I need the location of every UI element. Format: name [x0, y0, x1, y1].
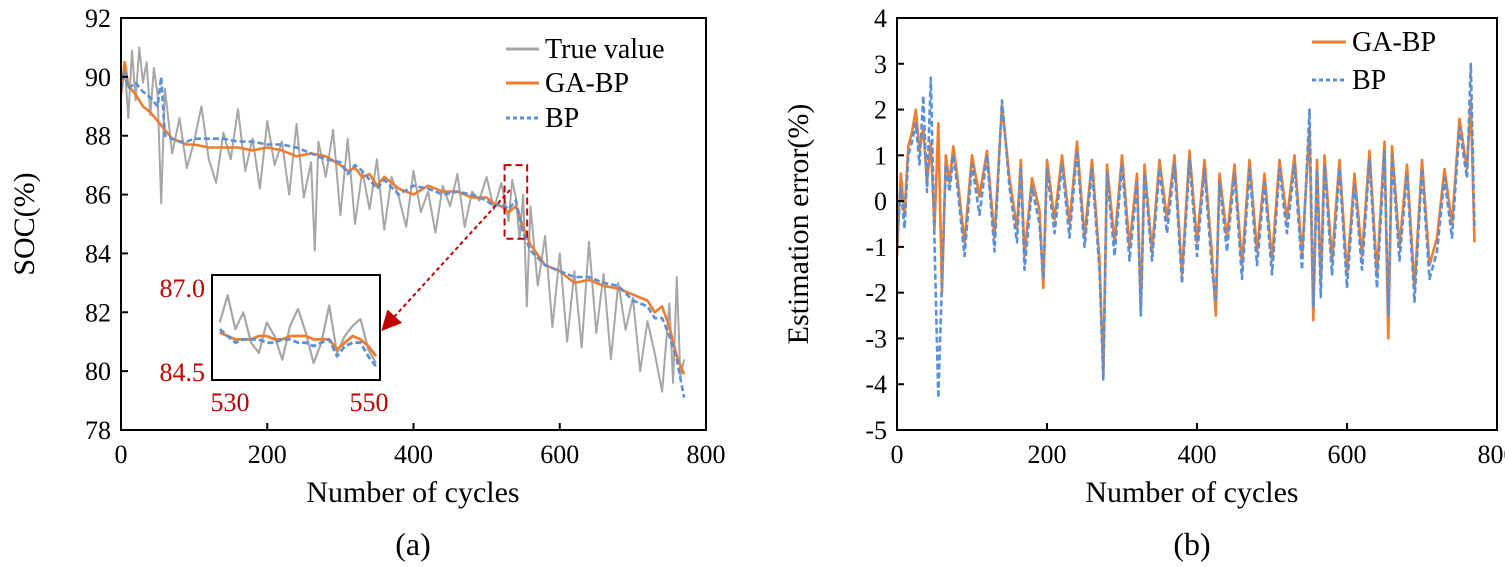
panel-a-y-tick-88: 88 [85, 122, 111, 151]
panel-a-y-tick-92: 92 [85, 4, 111, 33]
panel-b-y-tick-3: 3 [874, 50, 887, 79]
panel-a-y-tick-78: 78 [85, 416, 111, 445]
panel-a-series-bp [121, 69, 686, 398]
panel-b-y-tick-1: 1 [874, 141, 887, 170]
inset-series [218, 294, 378, 368]
panel-a-y-tick-84: 84 [85, 239, 111, 268]
legend-label-ga-bp-b: GA-BP [1352, 27, 1436, 58]
panel-a-zoom-box [503, 164, 529, 240]
panel-b-y-tick--4: -4 [865, 370, 887, 399]
panel-a-x-axis-label: Number of cycles [306, 476, 519, 509]
panel-a-legend: True value GA-BP BP [506, 34, 665, 134]
panel-b-x-tick-800: 800 [1478, 440, 1505, 469]
panel-b-x-tick-0: 0 [891, 440, 904, 469]
inset-y-tick-top: 87.0 [160, 274, 206, 303]
panel-a-x-ticks: 0 200 400 600 800 [115, 423, 726, 469]
panel-a-zoom-arrow [381, 189, 511, 331]
legend-label-ga-bp: GA-BP [545, 68, 629, 99]
panel-b-x-ticks: 0 200 400 600 800 [891, 423, 1505, 469]
panel-a-y-ticks: 78 80 82 84 86 88 90 92 [85, 4, 128, 445]
panel-a-x-tick-600: 600 [540, 440, 579, 469]
inset-x-tick-left: 530 [211, 388, 250, 417]
panel-a-series-ga-bp [121, 60, 686, 375]
panel-a-y-tick-86: 86 [85, 181, 111, 210]
panel-a-y-axis-label: SOC(%) [8, 172, 41, 275]
panel-b-y-tick--5: -5 [865, 416, 887, 445]
panel-a-series-true-value [121, 46, 686, 393]
panel-b-frame [896, 17, 1498, 431]
panel-b-y-tick--3: -3 [865, 324, 887, 353]
panel-b-y-axis-label: Estimation error(%) [782, 104, 815, 345]
panel-b-y-tick-2: 2 [874, 96, 887, 125]
panel-b-x-tick-600: 600 [1328, 440, 1367, 469]
panel-b-y-tick-4: 4 [874, 4, 887, 33]
panel-b-x-tick-400: 400 [1178, 440, 1217, 469]
panel-b-caption: (b) [1173, 526, 1210, 562]
panel-b-y-ticks: -5 -4 -3 -2 -1 0 1 2 3 4 [865, 4, 904, 445]
panel-b-x-axis-label: Number of cycles [1085, 476, 1298, 509]
panel-a-x-tick-0: 0 [115, 440, 128, 469]
panel-a-soc-chart: 0 200 400 600 800 78 80 82 84 86 88 90 92 Number of… [8, 4, 726, 562]
panel-b-y-tick--1: -1 [865, 233, 887, 262]
panel-a-inset: 87.0 84.5 530 550 [160, 274, 389, 417]
panel-a-y-tick-90: 90 [85, 63, 111, 92]
panel-b-series-ga-bp [897, 99, 1476, 377]
panel-b-x-tick-200: 200 [1028, 440, 1067, 469]
panel-a-series [121, 46, 686, 398]
panel-b-error-chart: 0 200 400 600 800 -5 -4 -3 -2 -1 0 1 2 3 4 Number of … [782, 4, 1505, 562]
inset-y-tick-bottom: 84.5 [160, 358, 206, 387]
panel-a-x-tick-400: 400 [394, 440, 433, 469]
panel-b-y-tick-0: 0 [874, 187, 887, 216]
panel-b-legend: GA-BP BP [1312, 27, 1436, 96]
panel-a-y-tick-82: 82 [85, 298, 111, 327]
inset-series-bp [218, 328, 378, 368]
panel-b-series-bp [897, 62, 1476, 400]
inset-series-true-value [218, 294, 378, 365]
inset-x-tick-right: 550 [350, 388, 389, 417]
panel-a-x-tick-200: 200 [248, 440, 287, 469]
legend-label-true-value: True value [545, 34, 665, 65]
panel-b-y-tick--2: -2 [865, 279, 887, 308]
legend-label-bp: BP [545, 103, 579, 134]
legend-label-bp-b: BP [1352, 65, 1386, 96]
panel-a-y-tick-80: 80 [85, 357, 111, 386]
panel-b-series [897, 62, 1476, 400]
panel-a-x-tick-800: 800 [687, 440, 726, 469]
panel-a-caption: (a) [395, 526, 431, 562]
